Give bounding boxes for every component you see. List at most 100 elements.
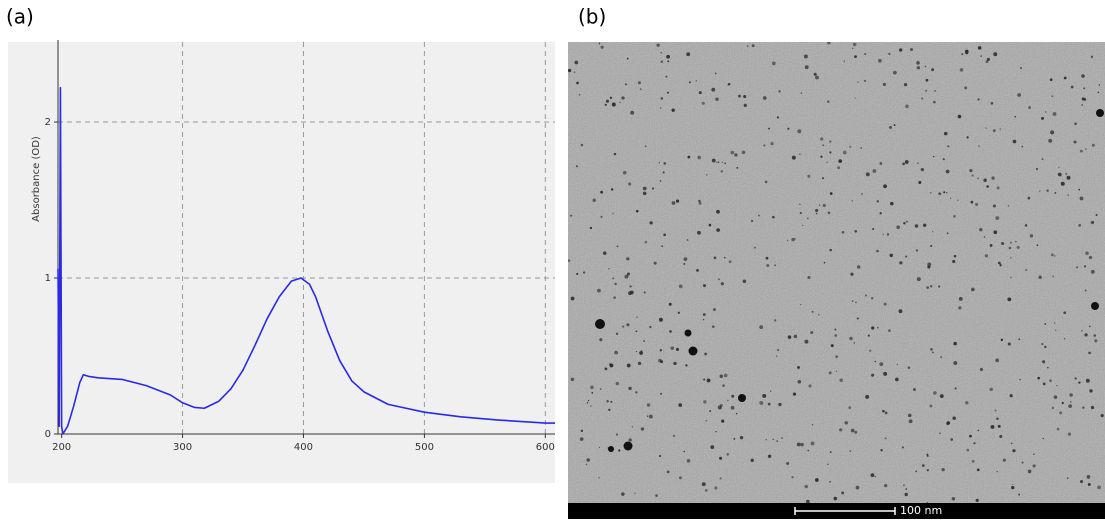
particle [904,160,909,164]
particle [950,438,954,441]
particle [910,47,914,51]
particle [776,355,778,357]
particle [977,98,980,101]
particle [628,386,632,391]
particle [631,291,633,294]
particle [1009,241,1012,244]
particle [778,90,781,93]
particle [999,434,1003,438]
particle [715,430,717,433]
particle [610,400,613,403]
particle [899,48,903,52]
particle [1098,84,1101,86]
particle [857,81,859,83]
particle [863,79,867,83]
particle [1094,339,1098,343]
particle [1001,242,1005,246]
particle [983,178,987,182]
particle [609,96,613,100]
particle [807,275,811,280]
particle [1091,302,1099,310]
particle [762,96,767,100]
x-tick-label: 400 [294,442,313,453]
particle [930,244,933,248]
particle [820,137,824,141]
particle [660,60,663,63]
particle [666,91,669,94]
particle [888,52,891,55]
particle [717,278,721,281]
particle [926,286,930,289]
particle [872,169,877,173]
particle [721,161,724,163]
particle [930,192,932,194]
particle [580,429,584,433]
particle [719,403,723,408]
particle [946,232,949,235]
particle [709,410,712,412]
particle [966,136,969,139]
particle [913,388,916,391]
particle [626,323,630,327]
particle [671,108,675,112]
particle [582,271,586,274]
particle [695,80,697,82]
particle [723,373,728,378]
particle [604,367,608,371]
particle [889,253,893,258]
particle [706,174,708,176]
particle [621,96,625,100]
particle [818,204,821,206]
particle [1033,453,1035,456]
particle [953,341,957,346]
particle [711,325,715,329]
particle [829,481,831,483]
particle [727,399,729,402]
particle [918,181,922,185]
particle [670,346,675,350]
particle [996,186,1000,190]
particle [807,174,811,178]
particle [925,89,928,92]
particle [1068,404,1073,409]
particle [861,193,863,195]
particle [957,199,959,202]
particle [1029,234,1034,238]
particle [703,378,706,381]
particle [951,497,956,501]
particle [1019,66,1023,70]
particle [976,468,980,472]
particle [932,155,935,158]
particle [736,166,739,169]
particle [971,174,974,177]
particle [697,230,701,235]
particle [953,254,957,258]
particle [683,257,688,262]
particle [711,87,716,92]
particle [720,282,724,286]
particle [644,145,647,148]
particle [727,82,731,86]
particle [713,256,717,260]
y-tick-label: 0 [45,429,51,440]
particle [1044,345,1047,349]
particle [578,93,581,96]
particle [608,268,610,270]
particle [618,449,621,452]
particle [807,449,810,452]
particle [716,161,718,164]
particle [800,442,804,447]
particle [945,191,948,194]
particle [671,201,676,205]
particle [704,352,708,356]
particle [994,409,997,412]
particle [696,269,699,272]
particle [924,65,927,68]
particle [879,211,882,215]
particle [762,393,767,398]
particle [991,176,995,180]
particle [615,332,619,335]
particle [1041,158,1044,161]
particle [1014,240,1017,243]
